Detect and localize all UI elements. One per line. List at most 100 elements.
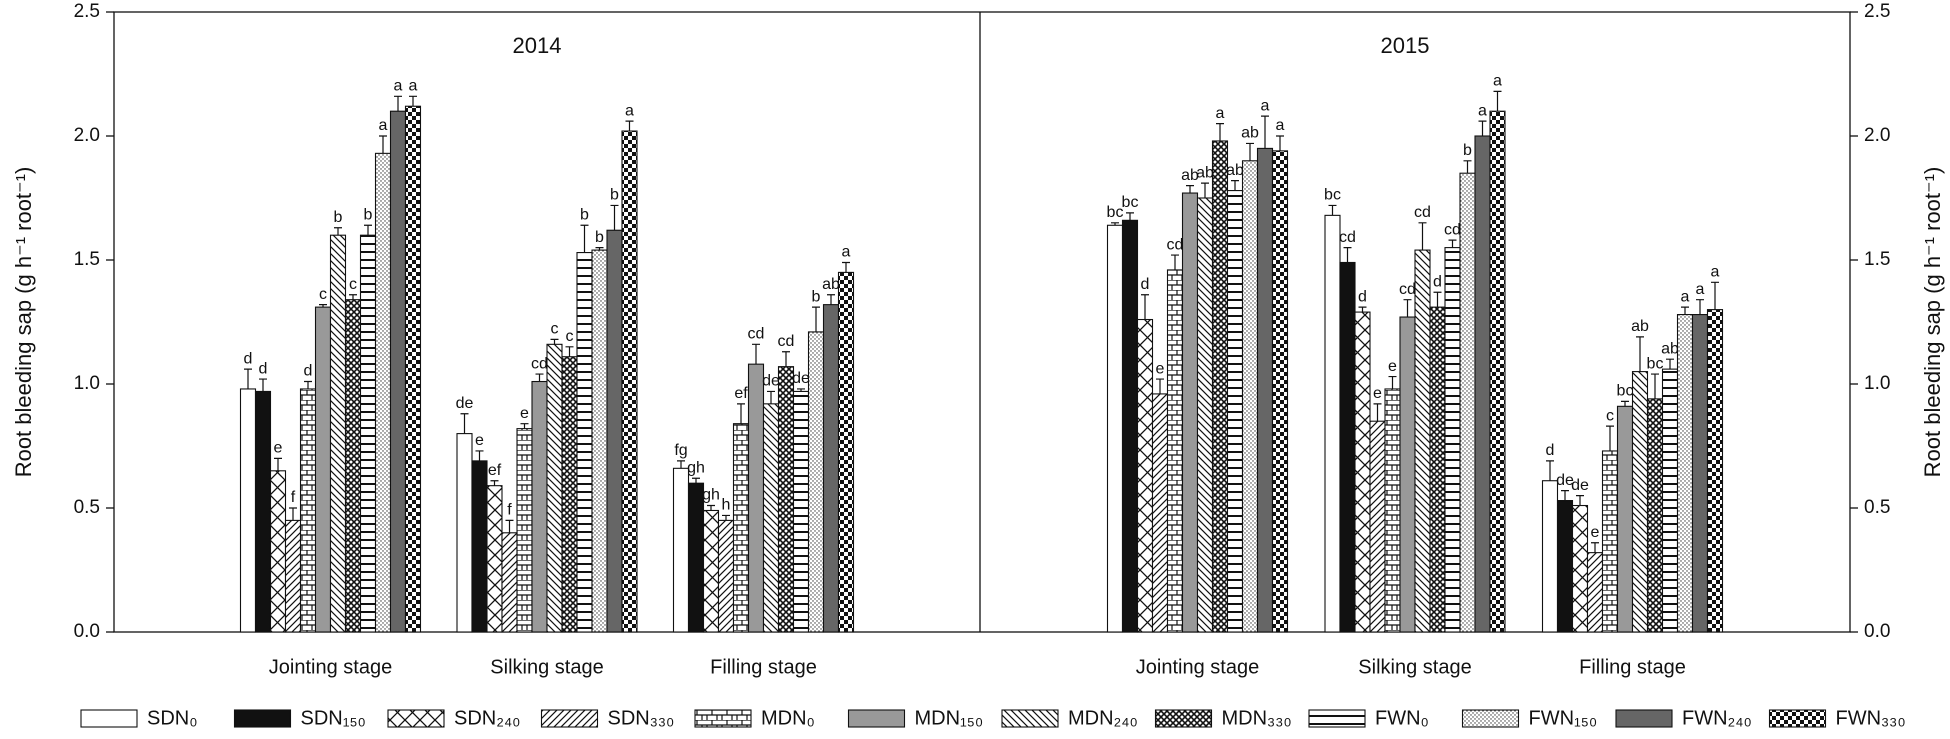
significance-letter: e [1156,360,1165,377]
significance-letter: b [610,187,619,204]
error-bar [827,294,835,305]
significance-letter: ef [488,462,502,479]
bar [1646,398,1664,633]
bar [471,460,488,633]
error-bar [580,224,589,253]
significance-letter: e [1373,385,1382,402]
error-bar [1433,291,1442,308]
bar [329,234,347,633]
error-bar [1418,222,1427,251]
x-tick-label: Silking stage [490,656,603,678]
significance-letter: a [1261,97,1270,114]
bar [1256,147,1274,633]
significance-letter: ab [822,276,840,293]
y-tick-label: 0.0 [74,621,100,642]
significance-letter: d [1546,442,1555,459]
error-bar [1171,254,1179,270]
significance-letter: e [1388,358,1397,375]
significance-letter: bc [1122,194,1139,211]
y-tick-label: 2.0 [1864,125,1890,146]
error-bar [550,338,559,345]
error-bar [1576,495,1584,506]
significance-letter: a [1711,264,1720,281]
bar [344,299,362,633]
significance-letter: h [722,497,731,514]
y-axis-label: Root bleeding sap (g h⁻¹ root⁻¹) [1920,167,1945,478]
significance-letter: cd [1167,236,1184,253]
legend-swatch [1001,709,1059,728]
significance-letter: ab [1241,125,1259,142]
legend-label: FWN₂₄₀ [1682,707,1752,729]
error-bar [520,423,529,429]
y-tick-label: 1.0 [74,373,100,394]
significance-letter: d [304,363,313,380]
error-bar [565,346,574,357]
bar [374,152,392,633]
significance-letter: bc [1617,383,1634,400]
bar [777,366,795,633]
error-bar [1156,378,1164,394]
bar [1616,405,1634,633]
error-bar [1231,180,1239,191]
error-bar [1606,425,1614,451]
bar [269,470,287,633]
error-bar [812,306,820,332]
legend-swatch [80,709,138,728]
significance-letter: ef [734,385,748,402]
error-bar [1636,336,1644,372]
legend-swatch [847,709,906,728]
error-bar [1186,185,1194,194]
bar [1556,500,1574,633]
error-bar [1343,247,1352,263]
significance-letter: c [1606,407,1614,424]
significance-letter: de [1571,477,1589,494]
significance-letter: f [507,502,512,519]
significance-letter: a [394,78,403,95]
x-tick-label: Silking stage [1358,656,1471,678]
significance-letter: d [1433,273,1442,290]
error-bar [379,135,387,154]
significance-letter: c [349,276,357,293]
error-bar [244,368,252,389]
legend-label: SDN₂₄₀ [454,707,520,729]
bar [1339,261,1356,633]
y-tick-label: 0.0 [1864,621,1890,642]
significance-letter: ab [1196,164,1214,181]
y-tick-label: 2.5 [74,1,100,22]
legend-swatch [1615,709,1673,728]
significance-letter: cd [1444,221,1461,238]
y-tick-label: 2.5 [1864,1,1890,22]
bar [1226,190,1244,633]
error-bar [722,514,730,521]
error-bar [737,403,745,424]
significance-letter: e [1591,524,1600,541]
significance-letter: a [1276,117,1285,134]
significance-letter: cd [1414,204,1431,221]
legend-swatch [540,709,599,728]
bar [1429,306,1446,633]
bar [456,433,473,633]
error-bar [752,343,760,365]
significance-letter: de [1556,472,1574,489]
x-tick-label: Filling stage [1579,656,1686,678]
error-bar [409,95,417,107]
significance-letter: cd [748,326,765,343]
bar [717,519,735,633]
significance-letter: de [792,370,810,387]
significance-letter: a [379,117,388,134]
error-bar [1493,90,1502,112]
legend-label: MDN₁₅₀ [915,707,984,729]
significance-letter: a [409,78,418,95]
bar [606,229,623,633]
error-bar [1111,222,1119,226]
bar [822,304,840,633]
significance-letter: a [625,102,634,119]
error-bar [1711,281,1719,310]
significance-letter: a [1216,105,1225,122]
bar [389,110,407,633]
bar [516,428,533,633]
significance-letter: c [551,321,559,338]
bar [1121,219,1139,633]
significance-letter: d [244,350,253,367]
